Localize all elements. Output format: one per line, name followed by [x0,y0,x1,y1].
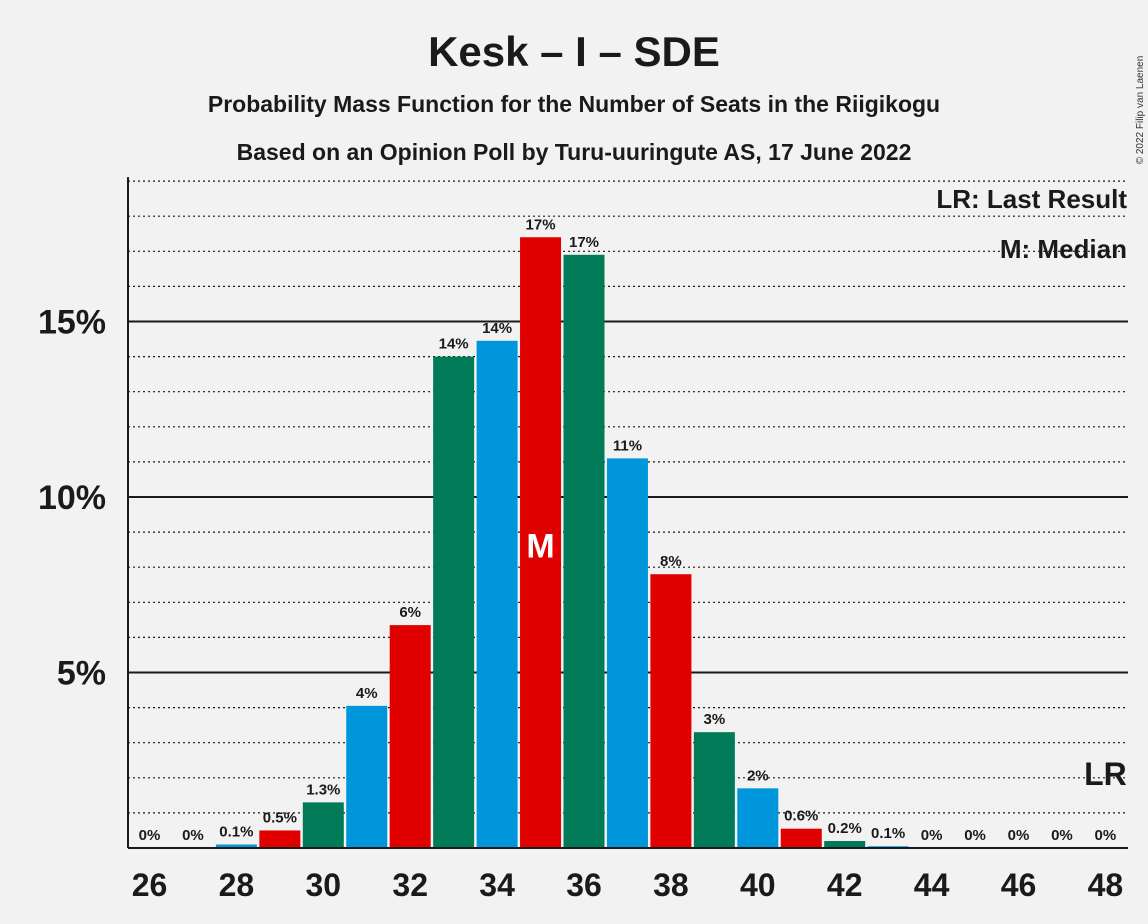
bar-seat-33 [433,356,475,848]
data-label-seat-31: 4% [356,685,378,702]
data-label-seat-27: 0% [182,827,204,844]
axes [127,177,1128,849]
bar-seat-41 [780,828,822,848]
x-tick-label: 44 [914,867,950,903]
y-tick-label: 5% [57,655,106,693]
data-label-seat-48: 0% [1095,827,1117,844]
x-tick-label: 42 [827,867,863,903]
x-tick-label: 32 [392,867,428,903]
bar-seat-42 [824,840,866,848]
y-tick-label: 15% [38,304,106,342]
x-tick-label: 36 [566,867,602,903]
data-label-seat-29: 0.5% [263,809,297,826]
x-tick-label: 38 [653,867,689,903]
bar-seat-28 [215,844,257,848]
chart-title: Kesk – I – SDE [428,28,720,75]
data-label-seat-33: 14% [439,336,469,353]
x-tick-label: 28 [219,867,255,903]
median-marker: M [526,527,554,565]
chart-subtitle: Probability Mass Function for the Number… [208,91,940,117]
legend-median: M: Median [1000,234,1127,264]
y-tick-label: 10% [38,479,106,517]
data-label-seat-43: 0.1% [871,825,905,842]
x-tick-label: 26 [132,867,168,903]
bar-seat-31 [346,705,388,848]
x-tick-label: 46 [1001,867,1037,903]
data-label-seat-37: 11% [613,437,642,454]
bars [215,237,909,848]
copyright-notice: © 2022 Filip van Laenen [1135,56,1146,165]
data-label-seat-36: 17% [569,234,599,251]
bar-seat-39 [693,732,735,848]
bar-seat-32 [389,625,431,848]
x-tick-label: 48 [1088,867,1124,903]
bar-seat-40 [737,788,779,848]
data-label-seat-26: 0% [139,827,161,844]
tick-labels: 5% 10% 15% 26 28 30 32 34 36 38 40 42 44 46 48 [38,304,1123,904]
x-tick-label: 40 [740,867,776,903]
x-tick-label: 30 [306,867,342,903]
data-labels: 0% 0% 0.1% 0.5% 1.3% 4% 6% 14% 14% 17% 17% 11% 8% 3% 2… [139,216,1117,844]
data-label-seat-35: 17% [526,216,556,233]
data-label-seat-47: 0% [1051,827,1073,844]
data-label-seat-42: 0.2% [828,820,862,837]
data-label-seat-46: 0% [1008,827,1030,844]
bar-seat-29 [259,830,301,848]
data-label-seat-45: 0% [964,827,986,844]
data-label-seat-32: 6% [399,604,421,621]
data-label-seat-44: 0% [921,827,943,844]
bar-seat-34 [476,340,518,848]
bar-seat-38 [650,574,692,848]
x-tick-label: 34 [479,867,515,903]
chart-subtitle-source: Based on an Opinion Poll by Turu-uuringu… [237,139,912,165]
bar-seat-36 [563,254,605,848]
legend-last-result: LR: Last Result [936,184,1127,214]
markers: M LR [526,527,1126,792]
data-label-seat-39: 3% [704,711,726,728]
data-label-seat-30: 1.3% [306,781,340,798]
bar-seat-37 [606,458,648,848]
last-result-marker: LR [1084,756,1127,792]
bar-seat-35 [520,237,562,848]
data-label-seat-34: 14% [482,320,512,337]
bar-seat-30 [302,802,344,848]
data-label-seat-28: 0.1% [219,823,253,840]
data-label-seat-41: 0.6% [784,808,818,825]
data-label-seat-38: 8% [660,553,682,570]
data-label-seat-40: 2% [747,767,769,784]
